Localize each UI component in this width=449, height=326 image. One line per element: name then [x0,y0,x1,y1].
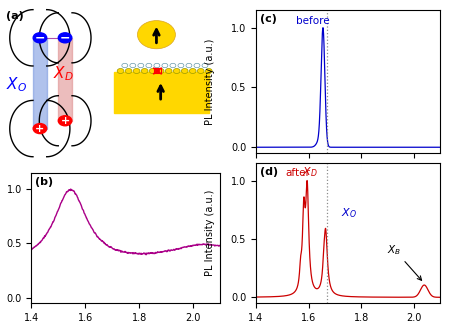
Text: before: before [296,16,330,26]
Text: $X_D$: $X_D$ [302,166,317,179]
Circle shape [170,63,176,68]
Circle shape [198,68,204,73]
FancyBboxPatch shape [58,38,72,121]
Circle shape [157,68,164,73]
Circle shape [58,33,72,43]
Circle shape [162,63,168,68]
Text: after: after [286,168,310,178]
Circle shape [130,63,136,68]
Circle shape [154,63,160,68]
Circle shape [33,124,47,134]
Text: (c): (c) [260,14,277,24]
Text: −: − [35,31,45,44]
Text: −: − [60,31,70,44]
Text: $X_O$: $X_O$ [5,75,26,94]
Text: $X_D$: $X_D$ [53,65,74,83]
Text: $X_B$: $X_B$ [387,243,422,280]
Text: (d): (d) [260,167,278,177]
Text: (a): (a) [5,11,23,21]
Circle shape [138,63,144,68]
Circle shape [146,63,152,68]
Circle shape [149,68,156,73]
Circle shape [181,68,188,73]
Circle shape [125,68,132,73]
Circle shape [133,68,140,73]
Circle shape [194,63,200,68]
Text: $X_O$: $X_O$ [341,206,357,220]
FancyBboxPatch shape [114,72,209,113]
Text: +: + [35,124,44,134]
Circle shape [186,63,192,68]
Circle shape [58,116,72,126]
Circle shape [189,68,196,73]
Text: (b): (b) [35,177,53,187]
Circle shape [178,63,184,68]
Circle shape [141,68,148,73]
Circle shape [165,68,172,73]
Circle shape [173,68,180,73]
FancyBboxPatch shape [33,38,47,128]
Circle shape [202,63,208,68]
Circle shape [137,21,176,49]
Circle shape [117,68,124,73]
Y-axis label: PL Intensity (a.u.): PL Intensity (a.u.) [206,38,216,125]
Circle shape [33,33,47,43]
Circle shape [205,68,212,73]
Text: +: + [61,116,70,126]
Y-axis label: PL Intensity (a.u.): PL Intensity (a.u.) [206,190,216,276]
Circle shape [122,63,128,68]
